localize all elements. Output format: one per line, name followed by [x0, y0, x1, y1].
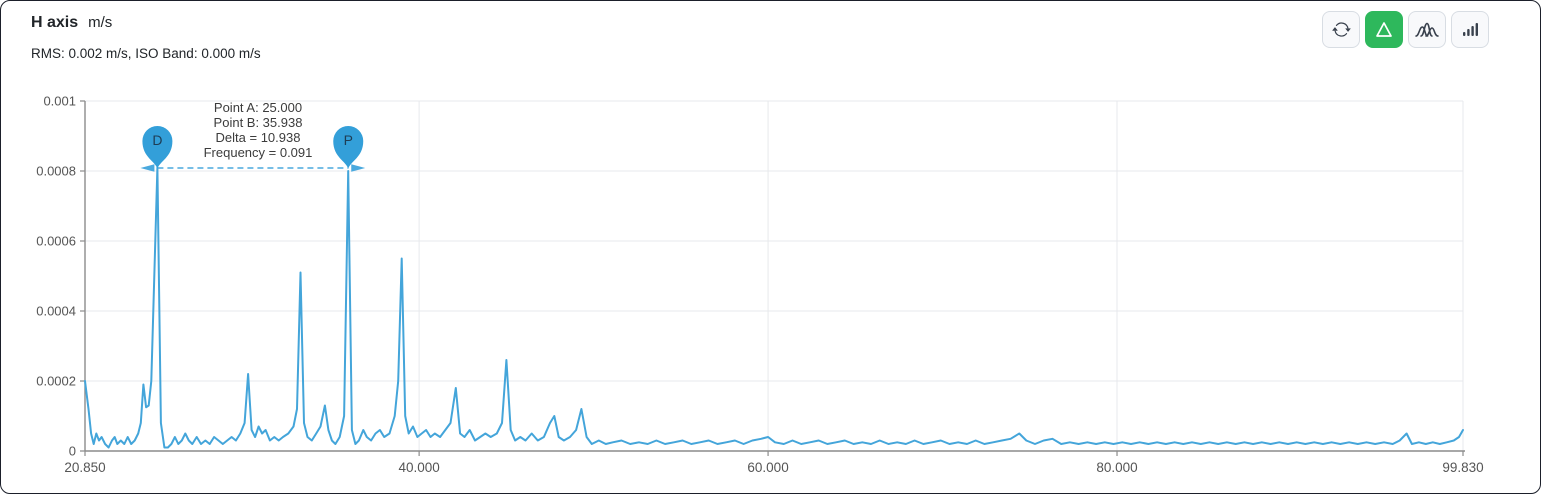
marker-label-D: D: [152, 132, 162, 148]
x-tick-label: 99.830: [1442, 460, 1483, 475]
y-tick-label: 0.0006: [36, 234, 76, 249]
delta-arrow-right: [351, 164, 366, 172]
refresh-icon: [1331, 22, 1351, 37]
y-tick-label: 0.0002: [36, 374, 76, 389]
bars-icon: [1463, 22, 1478, 36]
marker-pin-D[interactable]: [142, 126, 173, 169]
x-tick-label: 20.850: [64, 460, 105, 475]
x-tick-label: 40.000: [398, 460, 439, 475]
series-line: [84, 166, 1464, 449]
rms-status-text: RMS: 0.002 m/s, ISO Band: 0.000 m/s: [31, 46, 261, 61]
chart-header: H axis m/s: [31, 14, 112, 32]
point-a-text: Point A: 25.000: [213, 100, 303, 115]
marker-label-P: P: [344, 132, 353, 148]
refresh-button[interactable]: [1322, 11, 1360, 48]
peaks-overlay-icon: [1415, 22, 1439, 37]
chart-toolbar: [1322, 11, 1489, 48]
x-tick-label: 60.000: [747, 460, 788, 475]
delta-triangle-icon: [1376, 22, 1392, 37]
unit-label: m/s: [88, 14, 113, 31]
y-tick-label: 0.001: [43, 94, 76, 109]
delta-text: Delta = 10.938: [215, 130, 301, 145]
delta-triangle-button[interactable]: [1365, 11, 1403, 48]
y-tick-label: 0.0008: [36, 164, 76, 179]
marker-pin-P[interactable]: [333, 126, 364, 169]
peaks-overlay-button[interactable]: [1408, 11, 1446, 48]
y-tick-label: 0.0004: [36, 304, 76, 319]
y-tick-label: 0: [69, 444, 76, 459]
bars-button[interactable]: [1451, 11, 1489, 48]
frequency-text: Frequency = 0.091: [203, 145, 313, 160]
x-tick-label: 80.000: [1096, 460, 1137, 475]
delta-arrow-left: [140, 164, 155, 172]
point-b-text: Point B: 35.938: [213, 115, 303, 130]
page-title: H axis: [31, 14, 79, 31]
cursor-annotation: Point A: 25.000 Point B: 35.938 Delta = …: [187, 100, 329, 160]
